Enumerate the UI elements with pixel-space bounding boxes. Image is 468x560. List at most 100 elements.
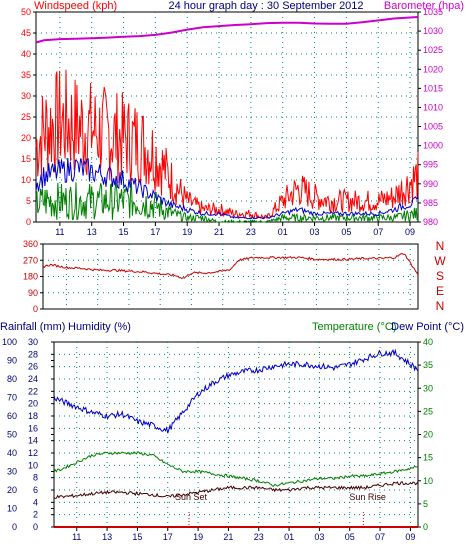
x-tick-label: 17 [150, 227, 160, 237]
x-tick-label: 01 [284, 532, 294, 542]
x-tick-label: 19 [193, 532, 203, 542]
barometer-tick-label: 1030 [423, 26, 443, 36]
temperature-tick-label: 25 [423, 406, 433, 416]
windspeed-tick-label: 30 [21, 91, 31, 101]
temperature-tick-label: 5 [423, 499, 428, 509]
humidity-tick-label: 30 [7, 467, 17, 477]
rainfall-tick-label: 16 [28, 423, 38, 433]
x-tick-label: 11 [72, 532, 81, 542]
x-tick-label: 03 [310, 227, 320, 237]
wind-direction-series-line [42, 252, 419, 279]
direction-tick-label: 90 [28, 288, 38, 298]
temperature-tick-label: 10 [423, 476, 433, 486]
humidity-axis-label: Humidity (%) [68, 321, 131, 333]
windspeed-tick-label: 40 [21, 49, 31, 59]
rainfall-tick-label: 20 [28, 399, 38, 409]
direction-tick-label: 270 [23, 255, 38, 265]
compass-label: N [436, 299, 445, 313]
climate-plot-area [53, 341, 419, 528]
rainfall-tick-label: 18 [28, 411, 38, 421]
x-tick-label: 13 [102, 532, 112, 542]
x-tick-label: 05 [341, 227, 351, 237]
rainfall-tick-label: 26 [28, 362, 38, 372]
direction-tick-label: 360 [23, 239, 38, 249]
temperature-tick-label: 20 [423, 430, 433, 440]
temperature-tick-label: 0 [423, 522, 428, 532]
chart-title: 24 hour graph day : 30 September 2012 [168, 0, 363, 12]
temperature-tick-label: 35 [423, 360, 433, 370]
barometer-tick-label: 995 [423, 160, 438, 170]
barometer-tick-label: 1035 [423, 7, 443, 17]
humidity-tick-label: 90 [7, 356, 17, 366]
rainfall-tick-label: 22 [28, 386, 38, 396]
rainfall-tick-label: 28 [28, 349, 38, 359]
x-tick-label: 09 [405, 227, 415, 237]
humidity-tick-label: 0 [12, 522, 17, 532]
rainfall-tick-label: 10 [28, 460, 38, 470]
windspeed-tick-label: 0 [26, 217, 31, 227]
direction-tick-label: 0 [33, 304, 38, 314]
barometer-tick-label: 990 [423, 179, 438, 189]
chart-layer: 0510152025303540455098098599099510001005… [2, 7, 446, 542]
x-tick-label: 21 [223, 532, 233, 542]
rainfall-tick-label: 24 [28, 374, 38, 384]
humidity-tick-label: 70 [7, 393, 17, 403]
sunrise-annotation: Sun Rise [349, 492, 386, 502]
humidity-tick-label: 60 [7, 411, 17, 421]
windspeed-tick-label: 20 [21, 133, 31, 143]
temperature-tick-label: 40 [423, 337, 433, 347]
humidity-tick-label: 40 [7, 448, 17, 458]
windspeed-tick-label: 10 [21, 175, 31, 185]
temperature-tick-label: 30 [423, 383, 433, 393]
x-tick-label: 11 [55, 227, 64, 237]
x-tick-label: 17 [163, 532, 173, 542]
x-tick-label: 01 [278, 227, 288, 237]
barometer-series-line [35, 16, 419, 44]
x-tick-label: 21 [214, 227, 224, 237]
humidity-tick-label: 80 [7, 374, 17, 384]
compass-label: N [436, 239, 445, 253]
windspeed-tick-label: 15 [21, 154, 31, 164]
direction-plot-area [42, 243, 419, 310]
compass-label: S [436, 269, 444, 283]
rainfall-tick-label: 30 [28, 337, 38, 347]
rainfall-tick-label: 8 [33, 473, 38, 483]
barometer-tick-label: 1000 [423, 141, 443, 151]
x-tick-label: 23 [246, 227, 256, 237]
x-tick-label: 05 [345, 532, 355, 542]
barometer-tick-label: 1015 [423, 83, 443, 93]
temperature-axis-label: Temperature (°C) [312, 321, 396, 333]
temperature-series-line [53, 451, 419, 487]
humidity-tick-label: 100 [2, 337, 17, 347]
barometer-tick-label: 980 [423, 217, 438, 227]
barometer-tick-label: 985 [423, 198, 438, 208]
x-tick-label: 03 [314, 532, 324, 542]
x-tick-label: 15 [119, 227, 129, 237]
dewpoint-series-line [53, 481, 419, 499]
sunset-annotation: Sun Set [175, 492, 208, 502]
rainfall-axis-label: Rainfall (mm) [0, 321, 65, 333]
rainfall-tick-label: 6 [33, 485, 38, 495]
direction-tick-label: 180 [23, 272, 38, 282]
rainfall-tick-label: 2 [33, 510, 38, 520]
wind-lull-series-line [35, 182, 419, 224]
rainfall-tick-label: 4 [33, 497, 38, 507]
wind-mid-series-line [35, 157, 419, 220]
barometer-tick-label: 1010 [423, 102, 443, 112]
x-tick-label: 09 [405, 532, 415, 542]
barometer-tick-label: 1005 [423, 122, 443, 132]
humidity-tick-label: 50 [7, 430, 17, 440]
x-tick-label: 15 [132, 532, 142, 542]
windspeed-tick-label: 45 [21, 28, 31, 38]
temperature-tick-label: 15 [423, 453, 433, 463]
barometer-tick-label: 1025 [423, 45, 443, 55]
rainfall-tick-label: 14 [28, 436, 38, 446]
barometer-axis-label: Barometer (hpa) [384, 0, 464, 12]
x-tick-label: 19 [182, 227, 192, 237]
x-tick-label: 07 [375, 532, 385, 542]
dewpoint-axis-label: Dew Point (°C) [391, 321, 464, 333]
humidity-series-line [53, 348, 419, 434]
humidity-tick-label: 20 [7, 485, 17, 495]
